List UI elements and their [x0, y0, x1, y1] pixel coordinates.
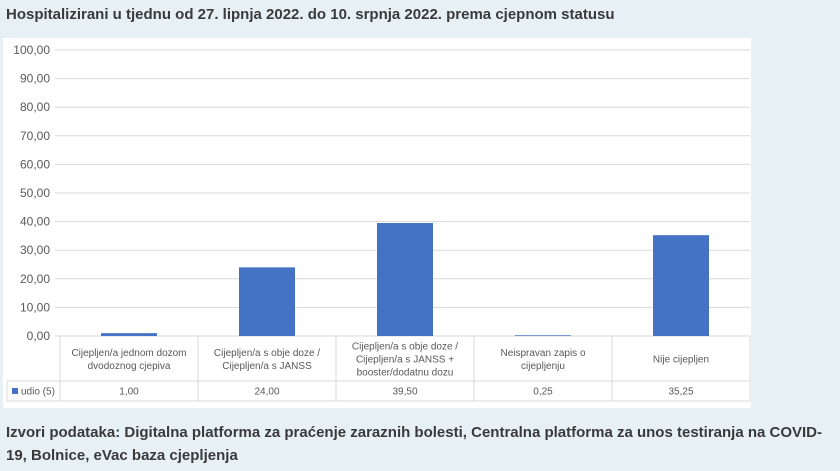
y-tick-label: 60,00 [20, 157, 50, 171]
y-tick-label: 0,00 [27, 329, 51, 343]
chart-title: Hospitalizirani u tjednu od 27. lipnja 2… [6, 6, 615, 23]
category-label: Cijepljen/a s obje doze / Cijepljen/a s J… [214, 348, 320, 372]
data-label: 1,00 [119, 387, 139, 398]
y-tick-label: 10,00 [20, 300, 50, 314]
category-label: Cijepljen/a jednom dozom dvodoznog cjepiv… [71, 348, 186, 372]
y-tick-label: 100,00 [13, 43, 50, 57]
bar [377, 223, 433, 336]
bar [515, 335, 571, 336]
data-label: 24,00 [254, 387, 279, 398]
data-label: 0,25 [533, 387, 553, 398]
y-tick-label: 30,00 [20, 243, 50, 257]
y-tick-label: 90,00 [20, 72, 50, 86]
legend-key [12, 388, 18, 394]
category-label: Neispravan zapis o cijepljenju [500, 348, 585, 372]
data-label: 35,25 [668, 387, 693, 398]
data-label: 39,50 [392, 387, 417, 398]
y-tick-label: 40,00 [20, 215, 50, 229]
category-label: Cijepljen/a s obje doze / Cijepljen/a s J… [352, 342, 458, 379]
legend-label: udio (5) [21, 387, 55, 398]
category-label: Nije cijepljen [653, 355, 709, 366]
bar [101, 333, 157, 336]
y-tick-label: 70,00 [20, 129, 50, 143]
bar-chart: 0,00 10,00 20,00 30,00 40,00 50,00 60,00 70,00 8… [6, 43, 751, 402]
bar [653, 235, 709, 336]
chart-area: 0,00 10,00 20,00 30,00 40,00 50,00 60,00 70,00 8… [3, 38, 751, 408]
y-tick-label: 80,00 [20, 100, 50, 114]
bar [239, 267, 295, 336]
source-note: Izvori podataka: Digitalna platforma za … [6, 424, 823, 464]
y-tick-label: 50,00 [20, 186, 50, 200]
y-tick-label: 20,00 [20, 272, 50, 286]
